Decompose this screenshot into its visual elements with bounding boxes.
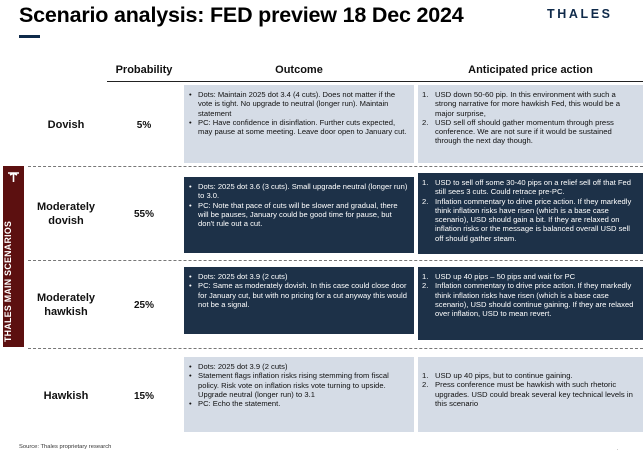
brand-logo: THALES xyxy=(547,7,613,21)
row-divider xyxy=(28,348,643,349)
probability-dovish: 5% xyxy=(136,120,152,131)
header-divider xyxy=(107,81,643,82)
probability-moderately-hawkish: 25% xyxy=(133,300,154,311)
outcome-item: PC: Same as moderately dovish. In this c… xyxy=(189,281,410,309)
probability-hawkish: 15% xyxy=(133,391,154,402)
outcome-item: PC: Echo the statement. xyxy=(189,399,410,409)
price-action-item: 1. USD down 50-60 pip. In this environmen… xyxy=(422,90,621,118)
outcome-item: Dots: Maintain 2025 dot 3.4 (4 cuts). Do… xyxy=(189,90,410,118)
scenario-name-hawkish: Hawkish xyxy=(43,390,89,402)
title-accent-bar xyxy=(19,35,40,38)
scenario-name-dovish: Dovish xyxy=(47,119,85,131)
row-divider xyxy=(28,166,643,167)
outcome-item: Dots: 2025 dot 3.6 (3 cuts). Small upgra… xyxy=(189,182,410,201)
price-action-item: 2. Inflation commentary to drive price ac… xyxy=(422,281,634,319)
thales-emblem-icon xyxy=(3,170,24,188)
outcome-item: Dots: 2025 dot 3.9 (2 cuts) xyxy=(189,272,410,282)
row-divider xyxy=(28,260,643,261)
outcome-item: Dots: 2025 dot 3.9 (2 cuts) xyxy=(189,362,410,372)
scenario-name-moderately-dovish: Moderately dovish xyxy=(36,201,96,227)
price-action-item: 2. Inflation commentary to drive price ac… xyxy=(422,196,632,243)
scenario-name-moderately-hawkish: Moderately hawkish xyxy=(36,292,96,318)
outcome-item: PC: Have confidence in disinflation. Fur… xyxy=(189,118,410,137)
outcome-box-moderately-hawkish: Dots: 2025 dot 3.9 (2 cuts) PC: Same as … xyxy=(184,267,414,334)
probability-moderately-dovish: 55% xyxy=(133,209,154,220)
price-action-box-dovish: 1. USD down 50-60 pip. In this environmen… xyxy=(418,85,643,163)
price-action-item: 1. USD to sell off some 30-40 pips on a r… xyxy=(422,178,631,197)
price-action-item: 1. USD up 40 pips, but to continue gainin… xyxy=(422,371,573,380)
outcome-item: PC: Note that pace of cuts will be slowe… xyxy=(189,201,410,229)
header-price-action: Anticipated price action xyxy=(468,64,593,76)
footer-mark: . xyxy=(617,446,619,452)
source-note: Source: Thales proprietary research xyxy=(19,444,112,450)
outcome-box-moderately-dovish: Dots: 2025 dot 3.6 (3 cuts). Small upgra… xyxy=(184,177,414,253)
header-probability: Probability xyxy=(115,64,173,76)
page-title: Scenario analysis: FED preview 18 Dec 20… xyxy=(19,3,464,27)
outcome-box-dovish: Dots: Maintain 2025 dot 3.4 (4 cuts). Do… xyxy=(184,85,414,163)
header-outcome: Outcome xyxy=(275,64,323,76)
main-scenarios-sidebar xyxy=(3,166,24,347)
price-action-item: 2. USD sell off should gather momentum th… xyxy=(422,117,614,146)
price-action-item: 2. Press conference must be hawkish with … xyxy=(422,380,633,408)
price-action-box-hawkish: 1. USD up 40 pips, but to continue gainin… xyxy=(418,357,643,432)
outcome-item: Statement flags inflation risks rising s… xyxy=(189,371,410,399)
price-action-box-moderately-hawkish: 1. USD up 40 pips – 50 pips and wait for … xyxy=(418,267,643,340)
outcome-box-hawkish: Dots: 2025 dot 3.9 (2 cuts) Statement fl… xyxy=(184,357,414,432)
sidebar-label: THALES MAIN SCENARIOS xyxy=(3,220,13,342)
price-action-box-moderately-dovish: 1. USD to sell off some 30-40 pips on a r… xyxy=(418,173,643,254)
price-action-item: 1. USD up 40 pips – 50 pips and wait for … xyxy=(422,272,576,281)
